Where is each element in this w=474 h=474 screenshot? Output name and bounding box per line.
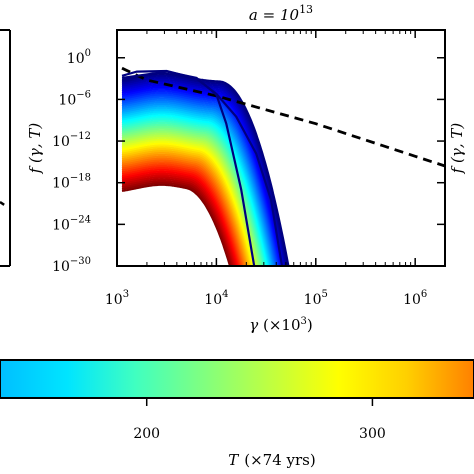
family-curve <box>121 153 249 266</box>
family-curve <box>121 159 246 266</box>
family-curve <box>121 146 253 266</box>
axis-ticks <box>116 30 445 267</box>
reference-curves <box>121 66 445 266</box>
family-curve <box>121 176 236 266</box>
family-curve <box>121 106 273 266</box>
family-curve <box>121 155 248 266</box>
dashed-reference-curve <box>121 66 445 168</box>
family-curve <box>121 144 254 266</box>
y-tick-label: 10−12 <box>52 131 91 150</box>
y-tick-label: 10−30 <box>52 256 91 275</box>
x-tick-labels: 103 104 105 106 <box>105 289 427 308</box>
family-curve <box>121 172 238 266</box>
family-curve <box>121 119 267 266</box>
family-curve <box>121 149 251 266</box>
family-curve <box>121 98 277 266</box>
family-curve <box>121 129 262 266</box>
x-tick-label: 105 <box>304 289 328 308</box>
plot-frame <box>116 29 446 267</box>
family-curve <box>121 121 266 266</box>
colorbar: 200 300 T (×74 yrs) <box>0 359 474 469</box>
right-panel-y-label: f (γ, T) <box>448 123 466 175</box>
family-curve <box>121 166 241 266</box>
y-tick-labels: 100 10−6 10−12 10−18 10−24 10−30 <box>52 48 91 275</box>
solid-envelope-curve-2 <box>121 70 256 266</box>
family-curve <box>121 100 276 266</box>
y-tick-label: 100 <box>67 48 91 67</box>
x-tick-label: 104 <box>204 289 228 308</box>
family-curve <box>121 123 265 266</box>
colorbar-gradient <box>0 359 474 399</box>
family-curve <box>121 136 258 266</box>
x-tick-label: 103 <box>105 289 129 308</box>
colorbar-ticks: 200 300 <box>133 398 386 442</box>
family-curve <box>121 117 268 266</box>
family-curve <box>121 140 256 266</box>
family-curve <box>121 93 280 266</box>
family-curve <box>121 170 239 266</box>
family-curve <box>121 147 252 266</box>
y-tick-label: 10−6 <box>58 89 91 108</box>
family-curve <box>121 179 234 266</box>
colorbar-tick-label: 200 <box>133 426 160 442</box>
chart-title: a = 1013 <box>249 3 313 24</box>
family-curve <box>121 174 237 266</box>
family-curve <box>121 102 275 266</box>
family-curve <box>121 110 271 266</box>
family-curve <box>121 108 272 266</box>
y-tick-label: 10−18 <box>52 173 91 192</box>
x-tick-label: 106 <box>403 289 427 308</box>
family-curve <box>121 161 245 266</box>
family-curve <box>121 168 240 266</box>
family-curve <box>121 95 279 266</box>
family-curve <box>121 142 255 266</box>
family-curve <box>121 183 232 266</box>
family-curve <box>121 134 259 266</box>
family-curve <box>121 112 270 266</box>
family-curve <box>121 138 257 266</box>
family-curve <box>121 115 269 266</box>
left-panel-fragment <box>0 29 11 267</box>
family-curve <box>121 113 270 266</box>
family-curve <box>121 181 233 266</box>
family-curve <box>121 163 244 266</box>
family-curve <box>121 164 242 266</box>
family-curve <box>121 151 250 266</box>
family-curve <box>121 104 274 266</box>
y-axis-label: f (γ, T) <box>26 123 44 175</box>
colorbar-label: T (×74 yrs) <box>228 451 316 469</box>
colorbar-tick-label: 300 <box>359 426 386 442</box>
family-curve <box>121 157 247 266</box>
family-curve <box>121 178 235 266</box>
x-axis-label: γ (×103) <box>249 316 312 334</box>
curve-family <box>121 72 290 266</box>
y-tick-label: 10−24 <box>52 214 91 233</box>
right-panel-fragment: f (γ, T) <box>448 123 466 175</box>
